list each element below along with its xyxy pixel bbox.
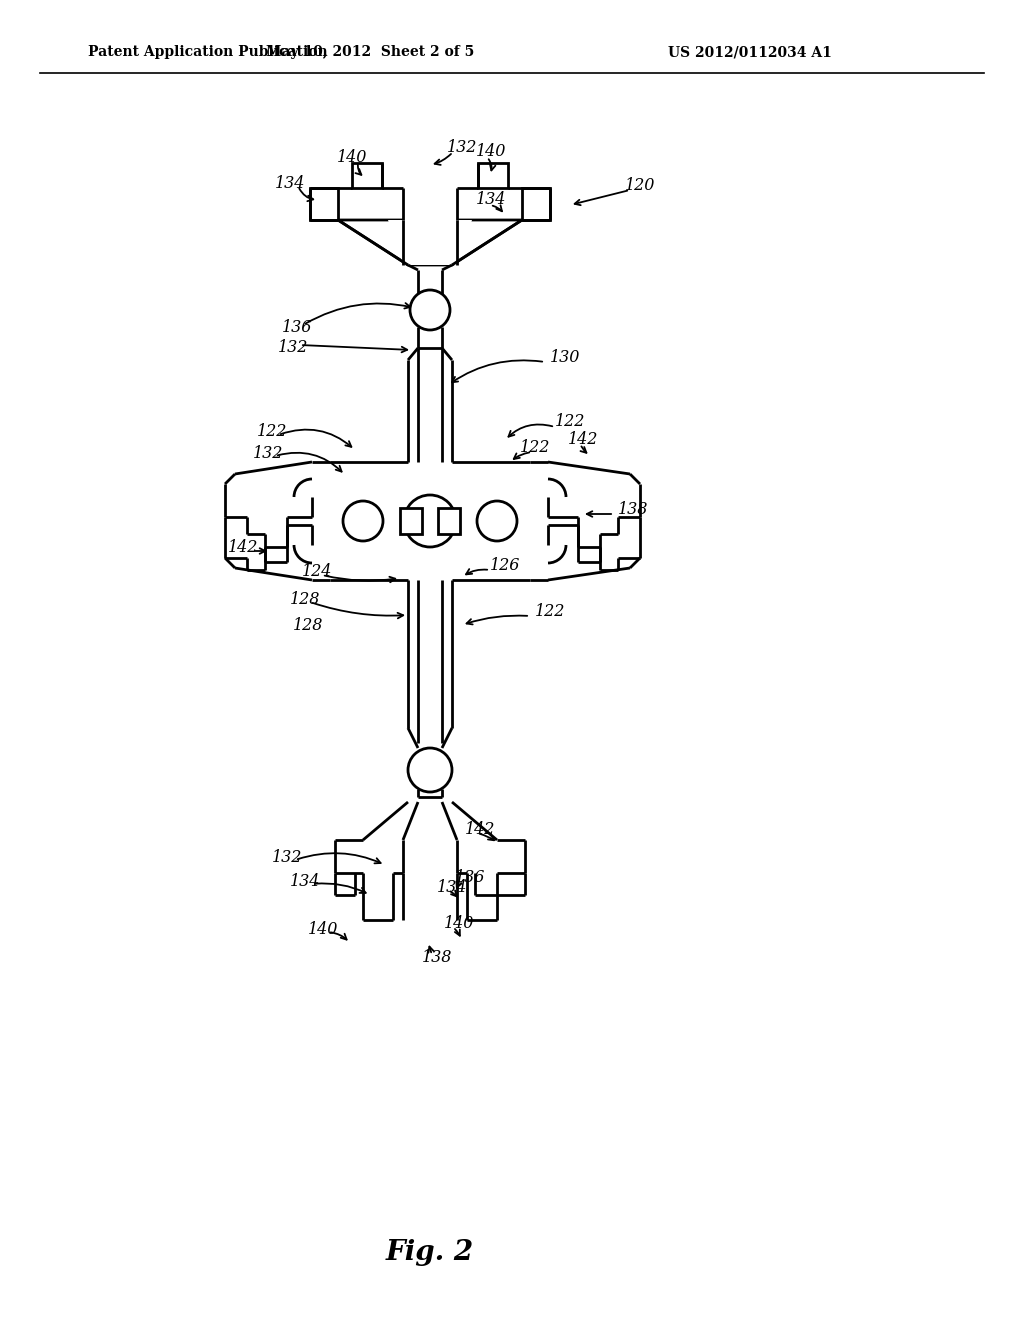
Text: 134: 134 [290, 874, 321, 891]
Text: 132: 132 [272, 850, 302, 866]
Circle shape [408, 748, 452, 792]
Bar [438, 508, 460, 535]
Bar [400, 508, 422, 535]
Text: May 10, 2012  Sheet 2 of 5: May 10, 2012 Sheet 2 of 5 [266, 45, 474, 59]
Polygon shape [388, 220, 472, 265]
Text: 134: 134 [275, 174, 305, 191]
Text: 126: 126 [490, 557, 520, 573]
Text: 132: 132 [253, 445, 284, 462]
Text: 134: 134 [437, 879, 467, 895]
Polygon shape [338, 220, 522, 265]
Text: 136: 136 [455, 869, 485, 886]
Text: 130: 130 [550, 350, 581, 367]
Text: 132: 132 [278, 339, 308, 356]
Text: 140: 140 [308, 921, 338, 939]
Text: 142: 142 [465, 821, 496, 838]
Text: 122: 122 [520, 440, 550, 457]
Text: 128: 128 [293, 616, 324, 634]
Text: 138: 138 [422, 949, 453, 966]
Text: 140: 140 [444, 916, 474, 932]
Text: Fig. 2: Fig. 2 [386, 1238, 474, 1266]
Circle shape [404, 495, 456, 546]
Polygon shape [310, 187, 338, 220]
Text: 122: 122 [535, 603, 565, 620]
Text: 120: 120 [625, 177, 655, 194]
Text: 140: 140 [337, 149, 368, 166]
Text: 122: 122 [555, 413, 586, 430]
Text: 132: 132 [447, 140, 477, 157]
Circle shape [410, 290, 450, 330]
Text: 140: 140 [476, 144, 507, 161]
Polygon shape [403, 187, 457, 220]
Polygon shape [522, 187, 550, 220]
Circle shape [343, 502, 383, 541]
Polygon shape [352, 162, 382, 187]
Text: Patent Application Publication: Patent Application Publication [88, 45, 328, 59]
Text: 134: 134 [476, 191, 507, 209]
Text: 128: 128 [290, 591, 321, 609]
Text: 138: 138 [618, 502, 648, 519]
Text: 142: 142 [568, 432, 598, 449]
Polygon shape [478, 162, 508, 187]
Circle shape [477, 502, 517, 541]
Text: 136: 136 [282, 319, 312, 337]
Text: US 2012/0112034 A1: US 2012/0112034 A1 [668, 45, 831, 59]
Text: 124: 124 [302, 564, 333, 581]
Text: 122: 122 [257, 424, 288, 441]
Text: 142: 142 [228, 540, 258, 557]
